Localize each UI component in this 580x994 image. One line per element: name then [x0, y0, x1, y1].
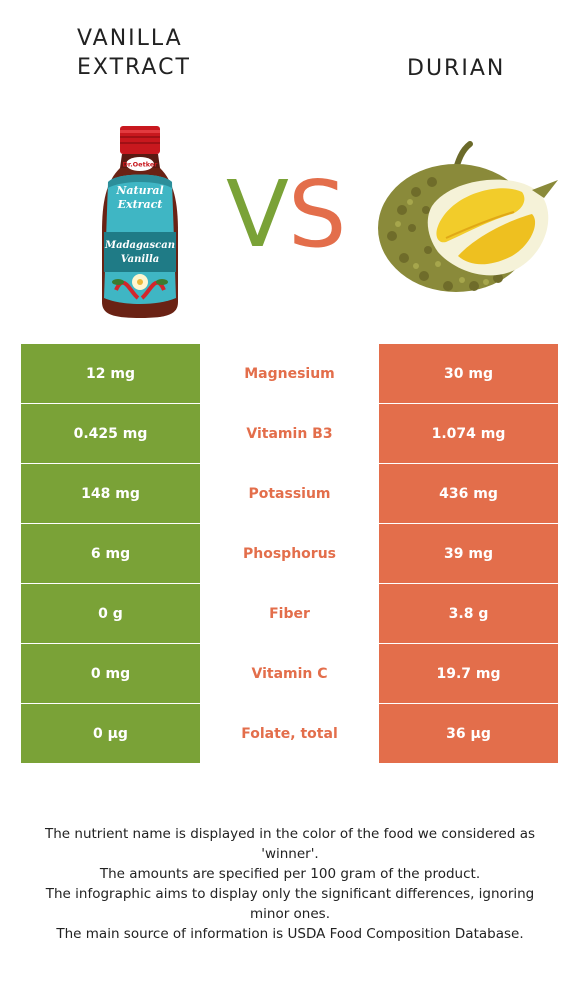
- table-row: 0 mg Vitamin C 19.7 mg: [21, 644, 558, 704]
- durian-image: [378, 141, 558, 292]
- right-value-cell: 30 mg: [379, 344, 558, 403]
- left-value-cell: 0 mg: [21, 644, 200, 703]
- footer-notes: The nutrient name is displayed in the co…: [30, 824, 550, 944]
- nutrient-name: Vitamin B3: [246, 425, 333, 442]
- bottle-brand-text: Dr.Oetker: [123, 161, 159, 169]
- left-value-cell: 0 µg: [21, 704, 200, 763]
- nutrient-name-cell: Magnesium: [200, 344, 379, 403]
- vs-letter-s: S: [288, 161, 346, 260]
- table-row: 0.425 mg Vitamin B3 1.074 mg: [21, 404, 558, 464]
- left-value-cell: 6 mg: [21, 524, 200, 583]
- right-food-title: DURIAN: [407, 56, 506, 81]
- right-value-cell: 36 µg: [379, 704, 558, 763]
- bottle-label-line2: Extract: [117, 198, 163, 211]
- vs-graphic: V S: [226, 161, 346, 260]
- nutrient-name: Phosphorus: [243, 545, 336, 562]
- left-food-title: VANILLA EXTRACT: [77, 24, 191, 82]
- footer-line-1: The nutrient name is displayed in the co…: [44, 826, 536, 862]
- nutrient-name-cell: Potassium: [200, 464, 379, 523]
- table-row: 12 mg Magnesium 30 mg: [21, 344, 558, 404]
- nutrient-name: Folate, total: [241, 725, 338, 742]
- left-value-cell: 12 mg: [21, 344, 200, 403]
- footer-line-2: The amounts are specified per 100 gram o…: [99, 866, 481, 882]
- bottle-label-line3: Madagascan: [104, 240, 175, 251]
- left-value-cell: 0.425 mg: [21, 404, 200, 463]
- table-row: 0 g Fiber 3.8 g: [21, 584, 558, 644]
- nutrient-name: Vitamin C: [251, 665, 328, 682]
- left-food-title-line1: VANILLA: [77, 26, 183, 51]
- nutrient-name: Fiber: [269, 605, 310, 622]
- left-food-title-line2: EXTRACT: [77, 55, 191, 80]
- right-value-cell: 436 mg: [379, 464, 558, 523]
- right-value-cell: 3.8 g: [379, 584, 558, 643]
- footer-line-4: The main source of information is USDA F…: [56, 926, 524, 942]
- nutrient-name: Potassium: [248, 485, 331, 502]
- left-value-cell: 148 mg: [21, 464, 200, 523]
- bottle-label-line1: Natural: [115, 184, 163, 197]
- right-value-cell: 19.7 mg: [379, 644, 558, 703]
- right-value-cell: 1.074 mg: [379, 404, 558, 463]
- vanilla-extract-bottle-image: Dr.Oetker Natural Extract Madagascan Van…: [102, 126, 178, 318]
- nutrient-name-cell: Phosphorus: [200, 524, 379, 583]
- nutrient-name-cell: Vitamin C: [200, 644, 379, 703]
- vs-letter-v: V: [226, 161, 289, 260]
- nutrient-name-cell: Fiber: [200, 584, 379, 643]
- table-row: 6 mg Phosphorus 39 mg: [21, 524, 558, 584]
- nutrient-name: Magnesium: [244, 365, 335, 382]
- bottle-label-line4: Vanilla: [121, 254, 159, 265]
- table-row: 0 µg Folate, total 36 µg: [21, 704, 558, 764]
- left-value-cell: 0 g: [21, 584, 200, 643]
- table-row: 148 mg Potassium 436 mg: [21, 464, 558, 524]
- nutrient-name-cell: Folate, total: [200, 704, 379, 763]
- right-value-cell: 39 mg: [379, 524, 558, 583]
- footer-line-3: The infographic aims to display only the…: [45, 886, 535, 922]
- nutrient-name-cell: Vitamin B3: [200, 404, 379, 463]
